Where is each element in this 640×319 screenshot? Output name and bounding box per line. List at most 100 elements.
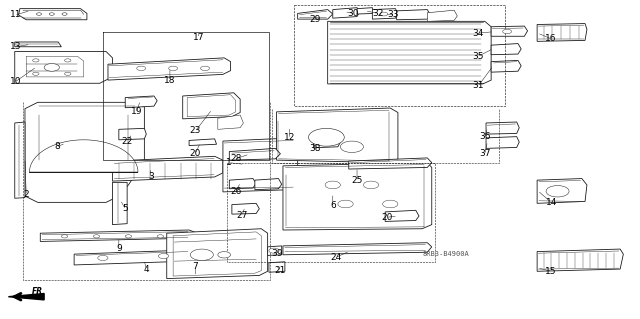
Circle shape [338, 200, 353, 208]
Text: 25: 25 [351, 176, 363, 185]
Polygon shape [314, 137, 340, 148]
Text: 8: 8 [54, 142, 60, 151]
Text: 39: 39 [271, 249, 282, 258]
Polygon shape [276, 108, 398, 163]
Polygon shape [15, 51, 113, 83]
Text: 16: 16 [545, 34, 557, 43]
Polygon shape [108, 58, 230, 80]
Circle shape [502, 29, 511, 34]
Text: 21: 21 [275, 265, 286, 275]
Polygon shape [25, 102, 145, 202]
Text: 12: 12 [284, 133, 295, 142]
Text: 9: 9 [116, 244, 122, 253]
Text: FR.: FR. [31, 287, 45, 296]
Text: 3: 3 [148, 173, 154, 182]
Polygon shape [113, 156, 223, 181]
Polygon shape [268, 246, 282, 256]
Polygon shape [8, 293, 44, 300]
Text: 20: 20 [190, 149, 201, 158]
Polygon shape [428, 10, 458, 21]
Circle shape [364, 181, 379, 189]
Polygon shape [491, 60, 521, 72]
Text: 38: 38 [309, 144, 321, 152]
Polygon shape [125, 96, 157, 108]
Polygon shape [486, 122, 519, 134]
Polygon shape [255, 179, 282, 190]
Circle shape [98, 256, 108, 261]
Polygon shape [298, 10, 333, 19]
Circle shape [169, 66, 177, 70]
Polygon shape [537, 24, 587, 41]
Circle shape [33, 59, 39, 62]
Polygon shape [537, 249, 623, 271]
Circle shape [380, 12, 388, 16]
Polygon shape [167, 229, 268, 278]
Circle shape [190, 249, 213, 261]
Text: 20: 20 [381, 213, 393, 222]
Text: 18: 18 [164, 76, 175, 85]
Text: 10: 10 [10, 77, 21, 86]
Polygon shape [232, 203, 259, 214]
Text: 36: 36 [479, 132, 490, 141]
Circle shape [36, 13, 42, 15]
Polygon shape [357, 8, 374, 14]
Polygon shape [19, 9, 87, 20]
Circle shape [546, 186, 569, 197]
Text: 8RB3-B4900A: 8RB3-B4900A [422, 251, 469, 257]
Text: 23: 23 [190, 126, 201, 135]
Text: 26: 26 [230, 187, 241, 196]
Polygon shape [189, 139, 216, 145]
Polygon shape [12, 293, 47, 299]
Polygon shape [74, 250, 198, 265]
Text: 17: 17 [193, 33, 204, 42]
Circle shape [308, 128, 344, 146]
Polygon shape [486, 137, 519, 148]
Text: 37: 37 [479, 149, 490, 158]
Polygon shape [328, 21, 491, 84]
Polygon shape [283, 163, 432, 230]
Text: 22: 22 [122, 137, 132, 145]
Circle shape [125, 235, 132, 238]
Text: 35: 35 [472, 52, 484, 61]
Polygon shape [537, 179, 587, 203]
Text: 19: 19 [131, 108, 143, 116]
Text: 4: 4 [143, 264, 149, 274]
Text: 33: 33 [388, 11, 399, 19]
Text: 28: 28 [230, 154, 241, 163]
Text: 32: 32 [372, 9, 383, 18]
Text: 11: 11 [10, 11, 21, 19]
Polygon shape [40, 230, 197, 241]
Polygon shape [372, 9, 398, 19]
Circle shape [61, 235, 68, 238]
Polygon shape [218, 115, 243, 129]
Polygon shape [29, 140, 138, 172]
Text: 15: 15 [545, 267, 557, 276]
Text: 30: 30 [348, 9, 359, 18]
Circle shape [200, 66, 209, 70]
Text: 5: 5 [122, 204, 128, 213]
Polygon shape [182, 93, 240, 119]
Circle shape [159, 254, 169, 259]
Circle shape [218, 252, 230, 258]
Circle shape [93, 235, 100, 238]
Text: 14: 14 [545, 198, 557, 207]
Polygon shape [229, 179, 256, 189]
Polygon shape [119, 128, 147, 140]
Text: 24: 24 [330, 253, 342, 262]
Polygon shape [187, 95, 236, 117]
Polygon shape [397, 10, 430, 20]
Circle shape [65, 59, 71, 62]
Polygon shape [223, 138, 298, 192]
Circle shape [269, 248, 279, 253]
Polygon shape [15, 42, 61, 47]
Circle shape [157, 235, 164, 238]
Polygon shape [113, 182, 127, 225]
Polygon shape [491, 44, 521, 55]
Polygon shape [333, 8, 360, 18]
Circle shape [340, 141, 364, 152]
Circle shape [62, 13, 67, 15]
Polygon shape [173, 232, 261, 276]
Text: 6: 6 [330, 201, 335, 210]
Text: 34: 34 [473, 29, 484, 38]
Text: 1: 1 [227, 158, 232, 167]
